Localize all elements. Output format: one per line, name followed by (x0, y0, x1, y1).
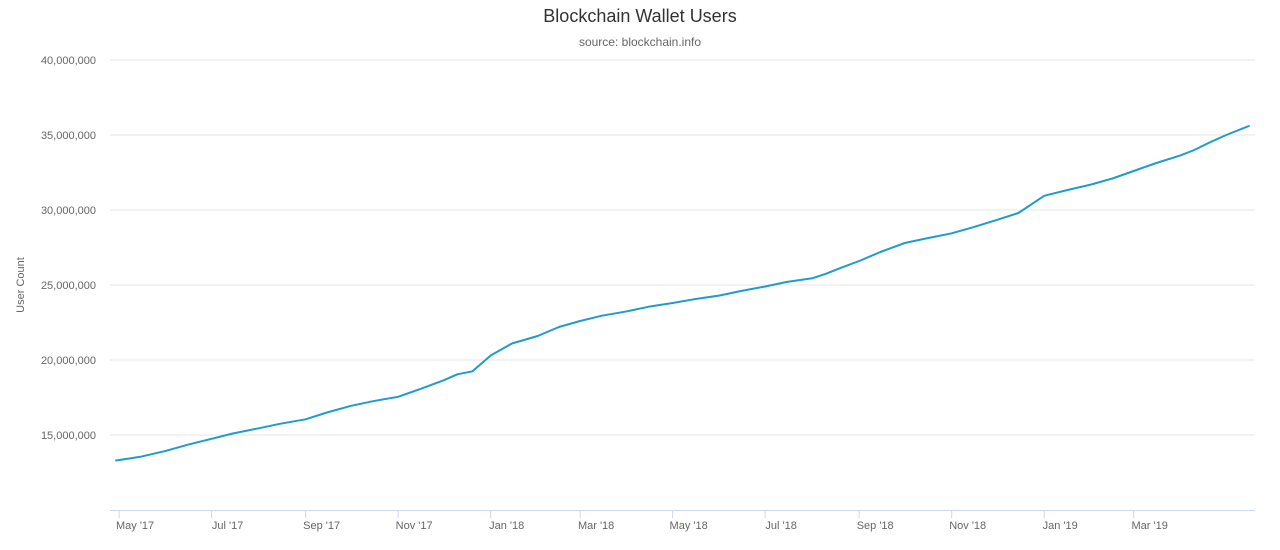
x-tick-label: Jan '18 (489, 520, 524, 532)
x-tick-label: Jan '19 (1043, 520, 1078, 532)
y-axis-ticks: 15,000,000 20,000,000 25,000,000 30,000,000… (41, 55, 96, 442)
y-tick-label: 15,000,000 (41, 430, 96, 442)
x-tick-label: Jul '17 (212, 520, 243, 532)
series-line (115, 125, 1250, 462)
x-tick-label: Sep '18 (857, 520, 894, 532)
x-tick-label: Mar '19 (1132, 520, 1168, 532)
y-tick-label: 30,000,000 (41, 205, 96, 217)
x-tick-label: May '17 (116, 520, 154, 532)
y-tick-label: 40,000,000 (41, 55, 96, 67)
x-tick-label: Nov '17 (396, 520, 433, 532)
y-tick-label: 25,000,000 (41, 280, 96, 292)
x-axis: May '17 Jul '17 Sep '17 Nov '17 Jan '18 Mar '… (110, 510, 1255, 532)
y-tick-label: 35,000,000 (41, 130, 96, 142)
series-layer (115, 125, 1250, 462)
x-tick-label: Nov '18 (949, 520, 986, 532)
x-tick-label: Mar '18 (578, 520, 614, 532)
x-tick-label: Jul '18 (765, 520, 796, 532)
x-tick-label: May '18 (670, 520, 708, 532)
chart-title: Blockchain Wallet Users (543, 6, 737, 26)
y-axis-label: User Count (15, 257, 27, 313)
y-tick-label: 20,000,000 (41, 355, 96, 367)
gridlines (110, 59, 1255, 436)
chart-subtitle: source: blockchain.info (578, 35, 702, 49)
x-tick-label: Sep '17 (303, 520, 340, 532)
